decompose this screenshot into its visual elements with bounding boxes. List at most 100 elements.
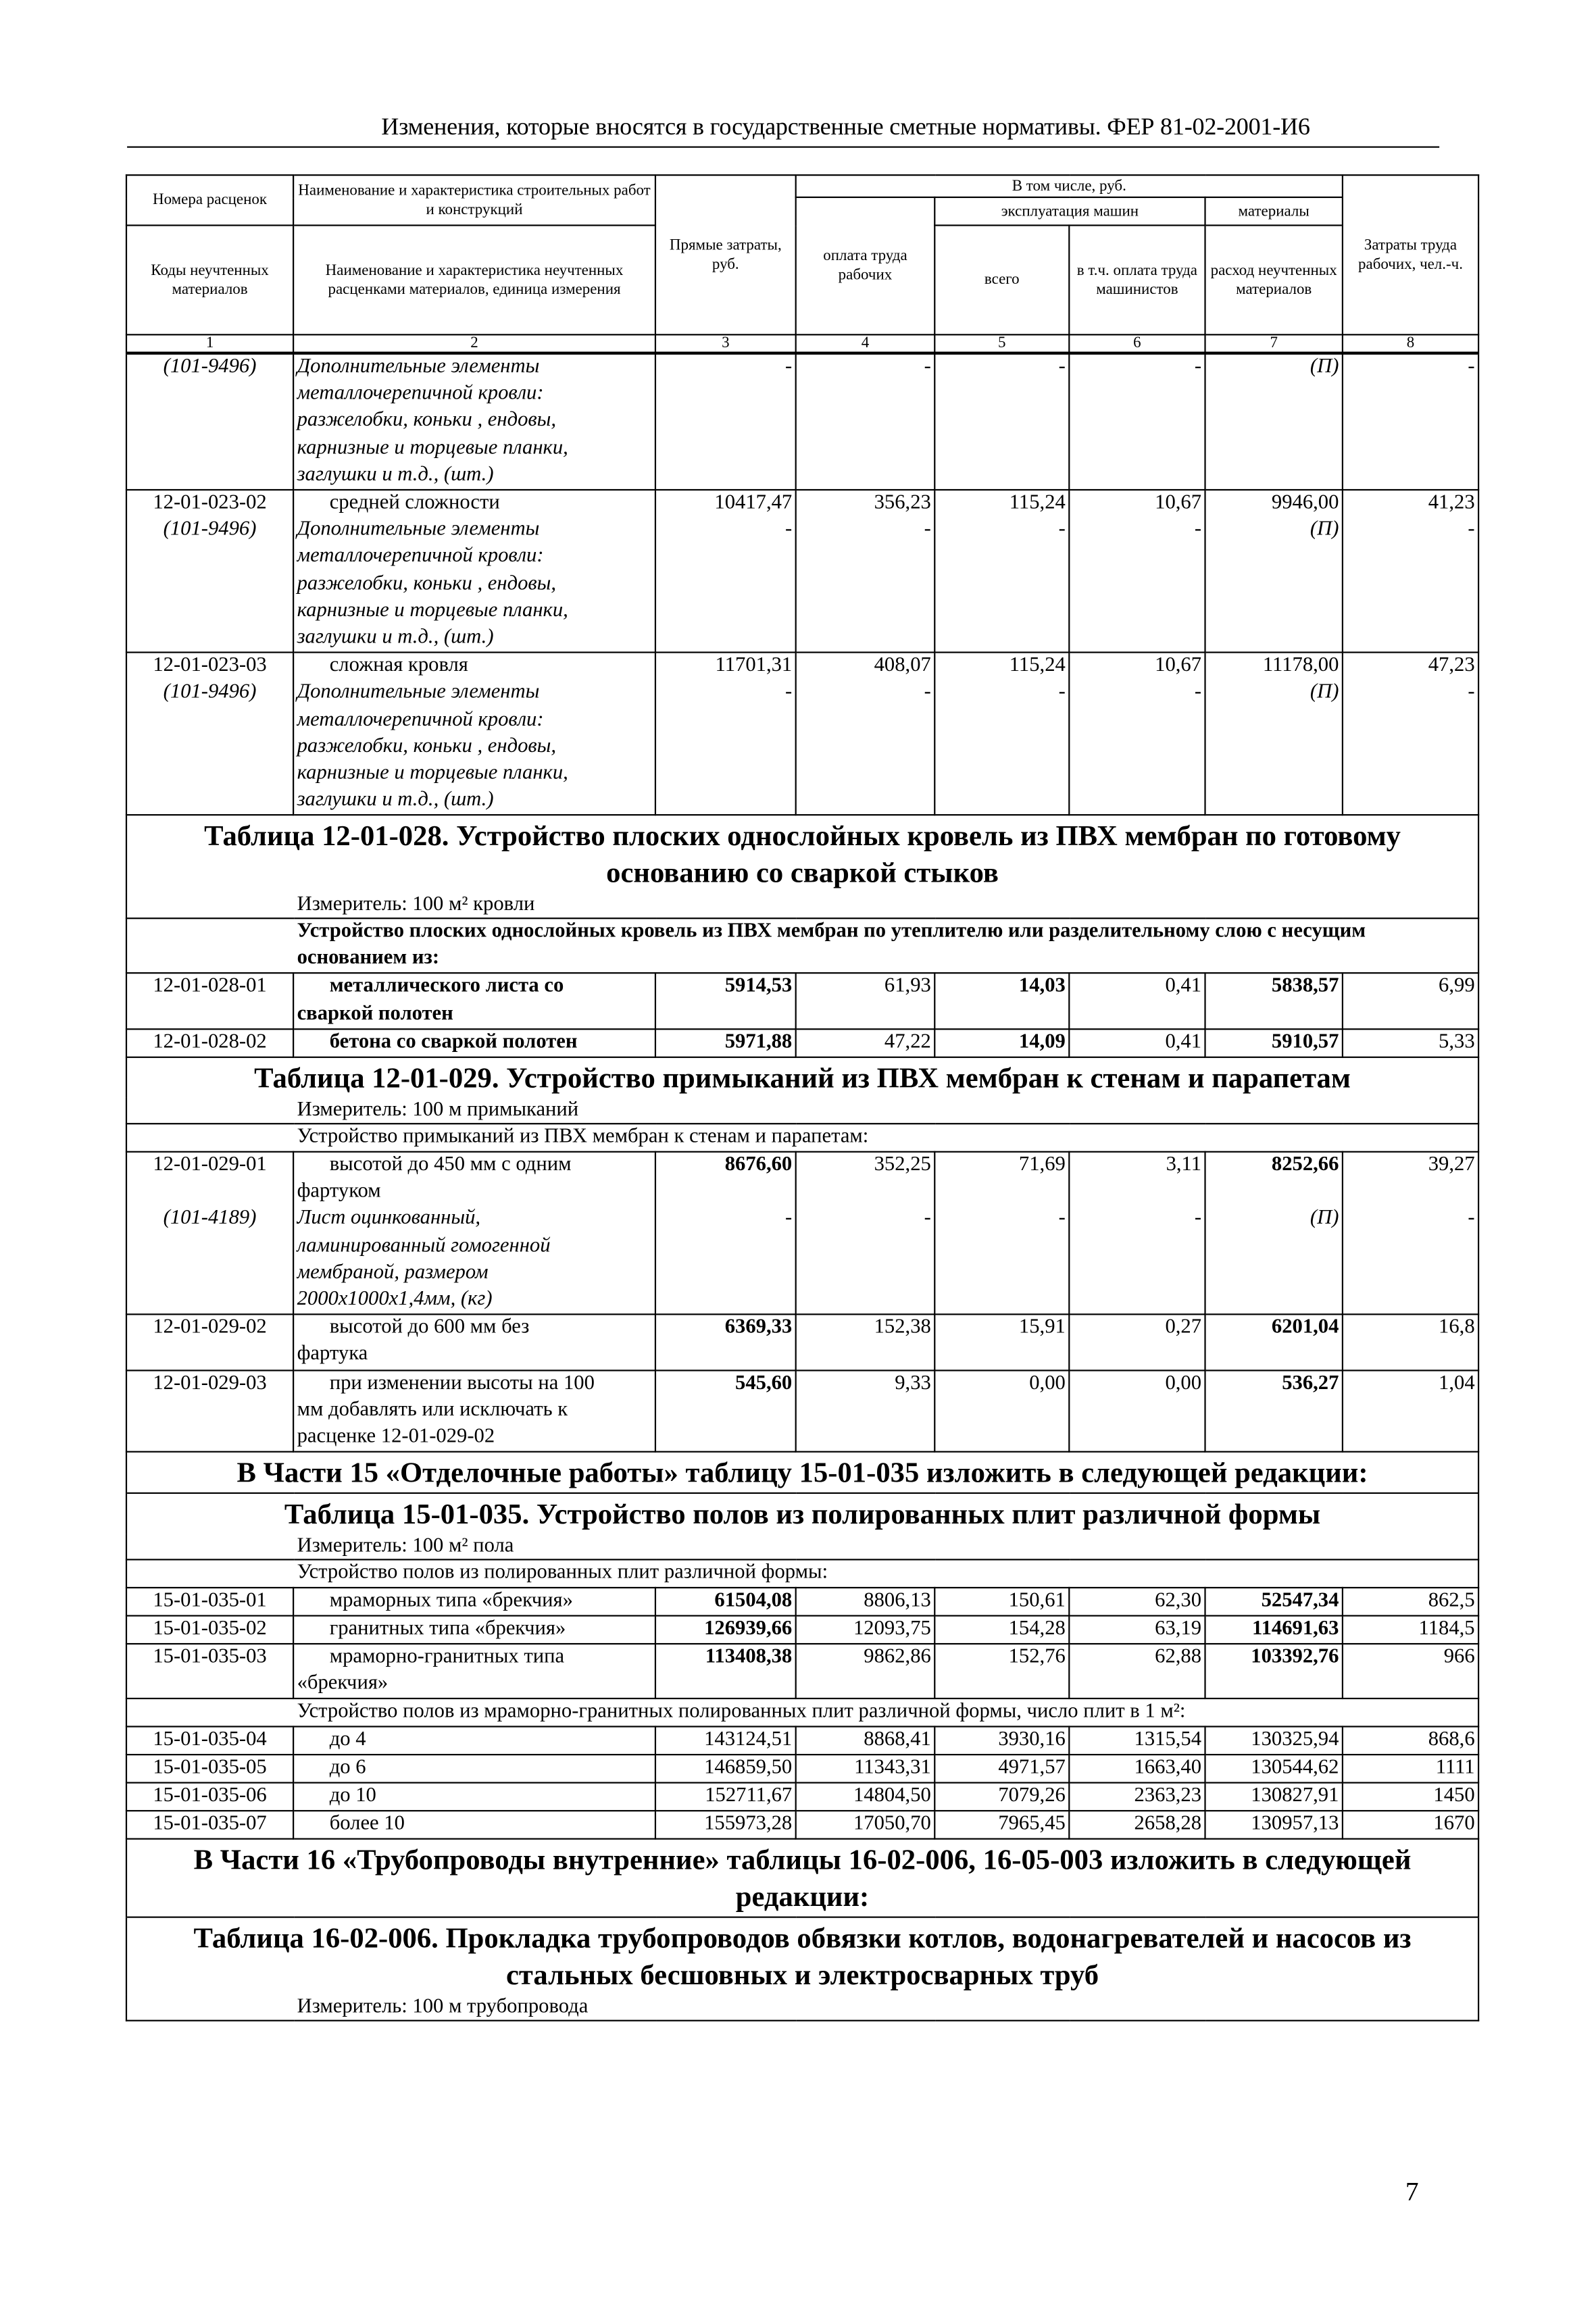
value: 9,33 xyxy=(895,1372,931,1394)
rate-code: 12-01-028-02 xyxy=(153,1031,267,1054)
value-cell: 4971,57 xyxy=(934,1754,1070,1784)
value: 8868,41 xyxy=(864,1729,931,1752)
rate-code-cell: 12-01-023-03 (101-9496) xyxy=(125,651,295,817)
work-name: до 6 xyxy=(329,1757,366,1780)
value-cell: 47,22 xyxy=(795,1028,936,1059)
rate-code-cell: 12-01-028-02 xyxy=(125,1028,295,1059)
value-cell: 62,88 xyxy=(1068,1643,1206,1700)
value: 408,07 xyxy=(874,655,931,678)
material-value: (П) xyxy=(1310,519,1339,541)
value-cell: - xyxy=(1068,352,1206,491)
rate-code: 12-01-029-02 xyxy=(153,1317,267,1340)
value-cell: 113408,38 xyxy=(654,1643,797,1700)
work-name: сложная кровля xyxy=(329,655,468,678)
value-cell: 408,07 - xyxy=(795,651,936,817)
value-cell: 8868,41 xyxy=(795,1726,936,1756)
value: 0,00 xyxy=(1029,1372,1066,1394)
title-row: Таблица 12-01-028. Устройство плоских од… xyxy=(125,815,1480,893)
name-cell: гранитных типа «брекчия» xyxy=(293,1615,657,1645)
value: 115,24 xyxy=(1009,492,1066,515)
value-cell: 154,28 xyxy=(934,1615,1070,1645)
rate-code: 12-01-023-03 xyxy=(153,655,267,678)
value-cell: 152,38 xyxy=(795,1313,936,1371)
column-number: 2 xyxy=(293,334,657,354)
value: 1670 xyxy=(1433,1813,1475,1836)
value: 17050,70 xyxy=(853,1813,931,1836)
measure-unit: Измеритель: 100 м² пола xyxy=(125,1534,1480,1561)
value: 1315,54 xyxy=(1134,1729,1202,1752)
value-cell: 5,33 xyxy=(1341,1028,1480,1059)
value-cell: 3,11 - xyxy=(1068,1151,1206,1316)
header-rate-numbers: Номера расценок xyxy=(125,174,295,226)
value: 16,8 xyxy=(1439,1317,1475,1340)
group-row: Устройство полов из мраморно-гранитных п… xyxy=(125,1698,1480,1728)
header-material-codes: Коды неучтенных материалов xyxy=(125,224,295,336)
material-code: (101-9496) xyxy=(163,519,257,541)
value: 0,41 xyxy=(1165,976,1202,999)
rate-code: 12-01-023-02 xyxy=(153,492,267,515)
header-material-consumption: расход неучтенных материалов xyxy=(1204,224,1343,336)
material-value: - xyxy=(1468,519,1475,541)
value: 8252,66 xyxy=(1271,1154,1339,1176)
value: 2658,28 xyxy=(1134,1813,1202,1836)
material-value: - xyxy=(1058,356,1066,378)
material-value: - xyxy=(1194,1207,1202,1230)
material-value: (П) xyxy=(1310,356,1339,378)
title-row: Таблица 16-02-006. Прокладка трубопровод… xyxy=(125,1917,1480,1996)
value-cell: 143124,51 xyxy=(654,1726,797,1756)
value: 1184,5 xyxy=(1418,1618,1475,1641)
material-value: - xyxy=(1194,682,1202,704)
material-value: - xyxy=(785,519,793,541)
value-cell: 9,33 xyxy=(795,1369,936,1453)
value-cell: 9946,00 (П) xyxy=(1204,488,1343,654)
material-name: Дополнительные элементы металлочерепично… xyxy=(297,682,568,812)
value: 47,23 xyxy=(1428,655,1475,678)
value-cell: 0,00 xyxy=(1068,1369,1206,1453)
work-name: гранитных типа «брекчия» xyxy=(329,1618,566,1641)
header-including: В том числе, руб. xyxy=(795,174,1343,199)
meas-row: Измеритель: 100 м трубопровода xyxy=(125,1995,1480,2022)
name-cell: до 10 xyxy=(293,1782,657,1812)
value: 130827,91 xyxy=(1251,1785,1339,1808)
name-cell: до 4 xyxy=(293,1726,657,1756)
value-cell: 1315,54 xyxy=(1068,1726,1206,1756)
group-row: Устройство примыканий из ПВХ мембран к с… xyxy=(125,1123,1480,1153)
value-cell: 7965,45 xyxy=(934,1810,1070,1840)
measure-unit: Измеритель: 100 м примыканий xyxy=(125,1098,1480,1125)
work-name: бетона со сваркой полотен xyxy=(329,1031,578,1054)
value: 61504,08 xyxy=(714,1590,793,1613)
value: 11343,31 xyxy=(854,1757,931,1780)
meas-row: Измеритель: 100 м² кровли xyxy=(125,892,1480,920)
value-cell: 0,41 xyxy=(1068,1028,1206,1059)
value: 113408,38 xyxy=(705,1646,793,1669)
value-cell: 6201,04 xyxy=(1204,1313,1343,1371)
value-cell: 12093,75 xyxy=(795,1615,936,1645)
rate-code-cell: (101-9496) xyxy=(125,352,295,491)
value-cell: 5971,88 xyxy=(654,1028,797,1059)
table-row: (101-9496) Дополнительные элементы металл… xyxy=(125,352,1480,491)
material-name: Дополнительные элементы металлочерепично… xyxy=(297,519,568,649)
value: 5,33 xyxy=(1439,1031,1475,1054)
value-cell: 2363,23 xyxy=(1068,1782,1206,1812)
section-title: В Части 16 «Трубопроводы внутренние» таб… xyxy=(125,1838,1480,1918)
value: 8676,60 xyxy=(724,1154,793,1176)
value: 39,27 xyxy=(1428,1154,1475,1176)
value: 3,11 xyxy=(1166,1154,1202,1176)
value-cell: 8676,60 - xyxy=(654,1151,797,1316)
value: 5914,53 xyxy=(724,976,793,999)
name-cell: средней сложности Дополнительные элементы… xyxy=(293,488,657,654)
value: 14,09 xyxy=(1018,1031,1066,1054)
header-material-name: Наименование и характеристика неучтенных… xyxy=(293,224,657,336)
value-cell: 152711,67 xyxy=(654,1782,797,1812)
value-cell: 10,67 - xyxy=(1068,488,1206,654)
value: 11178,00 xyxy=(1262,655,1339,678)
value-cell: 1,04 xyxy=(1341,1369,1480,1453)
value: 1663,40 xyxy=(1134,1757,1202,1780)
value-cell: 114691,63 xyxy=(1204,1615,1343,1645)
work-name: при изменении высоты на 100 мм добавлять… xyxy=(297,1372,595,1449)
value-cell: 14,03 xyxy=(934,973,1070,1030)
value: 152711,67 xyxy=(705,1785,793,1808)
table-header: Номера расценок Наименование и характери… xyxy=(125,174,1480,354)
value-cell: 11343,31 xyxy=(795,1754,936,1784)
table-row: 12-01-029-01 (101-4189) высотой до 450 мм … xyxy=(125,1151,1480,1316)
